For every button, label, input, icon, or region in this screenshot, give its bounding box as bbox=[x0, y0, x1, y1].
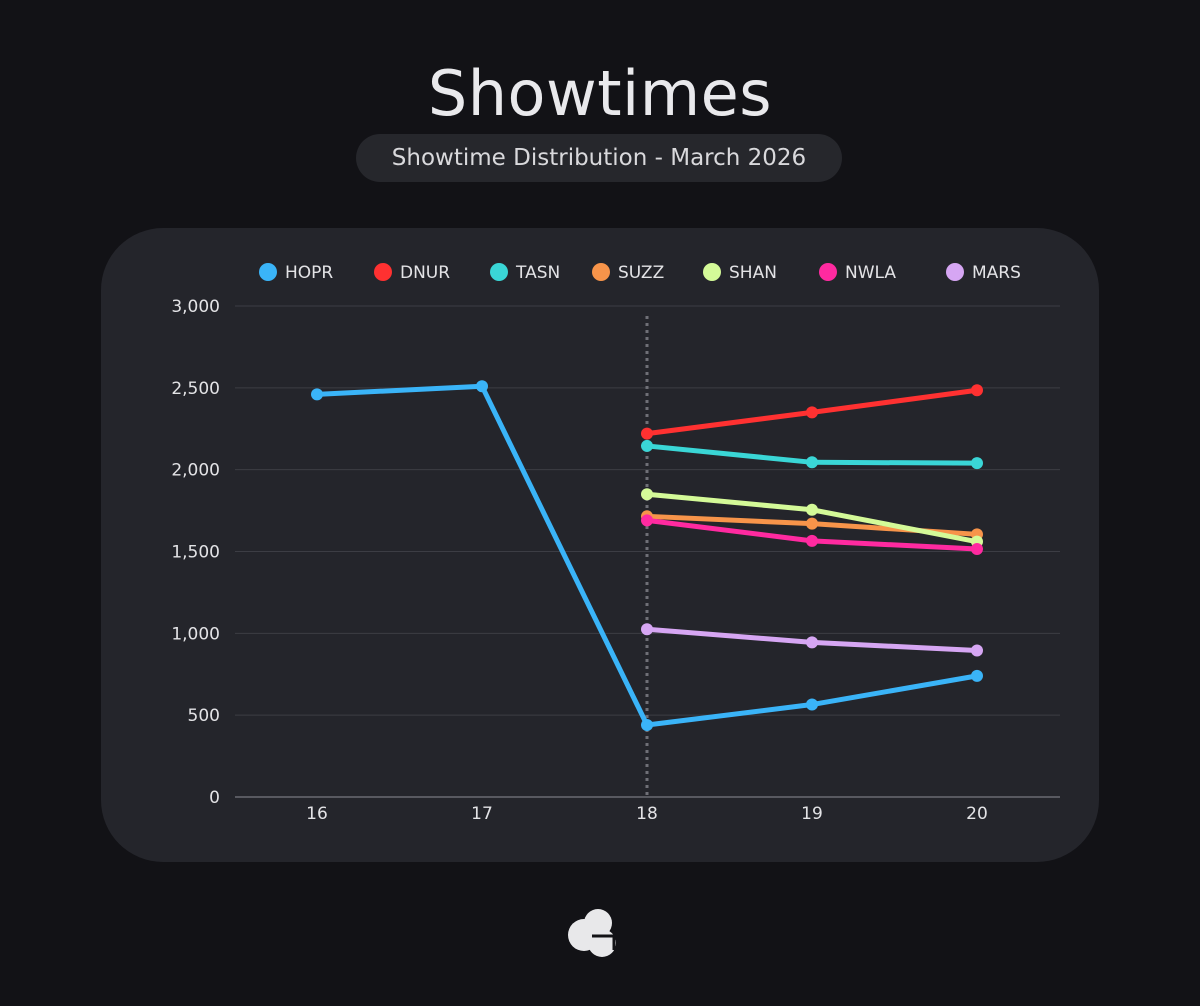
legend-swatch-dnur[interactable] bbox=[374, 263, 392, 281]
data-point-hopr bbox=[641, 718, 653, 731]
data-point-tasn bbox=[641, 439, 653, 452]
x-tick-label: 16 bbox=[306, 804, 328, 824]
y-tick-label: 3,000 bbox=[171, 297, 220, 317]
y-tick-label: 0 bbox=[209, 788, 220, 808]
legend-label-shan[interactable]: SHAN bbox=[729, 263, 777, 283]
x-tick-label: 20 bbox=[966, 804, 988, 824]
data-point-dnur bbox=[806, 406, 818, 419]
data-point-shan bbox=[806, 503, 818, 516]
chart-card: 0 500 1,000 1,500 2,000 2,500 3,000 16 17 18 19 20 H… bbox=[101, 228, 1099, 862]
data-point-hopr bbox=[806, 698, 818, 711]
y-tick-label: 1,500 bbox=[171, 543, 220, 563]
chart-title: Showtimes bbox=[427, 57, 773, 130]
data-point-nwla bbox=[971, 543, 983, 556]
y-tick-label: 1,000 bbox=[171, 624, 220, 644]
data-point-tasn bbox=[806, 456, 818, 469]
y-tick-label: 2,000 bbox=[171, 461, 220, 481]
data-point-mars bbox=[971, 644, 983, 657]
legend-label-nwla[interactable]: NWLA bbox=[845, 263, 896, 283]
data-point-hopr bbox=[971, 669, 983, 682]
line-chart: 0 500 1,000 1,500 2,000 2,500 3,000 16 17 18 19 20 H… bbox=[171, 263, 1060, 824]
data-point-tasn bbox=[971, 457, 983, 470]
data-point-hopr bbox=[476, 380, 488, 393]
legend-swatch-mars[interactable] bbox=[946, 263, 964, 281]
legend-label-tasn[interactable]: TASN bbox=[515, 263, 560, 283]
y-tick-label: 2,500 bbox=[171, 379, 220, 399]
x-tick-label: 19 bbox=[801, 804, 823, 824]
legend-swatch-tasn[interactable] bbox=[490, 263, 508, 281]
data-point-suzz bbox=[806, 517, 818, 530]
data-point-dnur bbox=[641, 427, 653, 440]
legend-label-mars[interactable]: MARS bbox=[972, 263, 1021, 283]
data-point-mars bbox=[641, 623, 653, 636]
cloud-logo-icon bbox=[568, 909, 616, 957]
data-point-nwla bbox=[806, 534, 818, 547]
x-tick-label: 18 bbox=[636, 804, 658, 824]
data-point-mars bbox=[806, 636, 818, 649]
data-point-shan bbox=[641, 488, 653, 501]
legend-swatch-suzz[interactable] bbox=[592, 263, 610, 281]
data-point-dnur bbox=[971, 384, 983, 397]
x-tick-label: 17 bbox=[471, 804, 493, 824]
chart-subtitle: Showtime Distribution - March 2026 bbox=[356, 134, 842, 182]
legend-label-hopr[interactable]: HOPR bbox=[285, 263, 333, 283]
y-tick-label: 500 bbox=[188, 706, 220, 726]
legend-label-suzz[interactable]: SUZZ bbox=[618, 263, 664, 283]
legend-swatch-hopr[interactable] bbox=[259, 263, 277, 281]
data-point-hopr bbox=[311, 388, 323, 401]
legend-label-dnur[interactable]: DNUR bbox=[400, 263, 450, 283]
legend-swatch-nwla[interactable] bbox=[819, 263, 837, 281]
data-point-nwla bbox=[641, 514, 653, 527]
legend-swatch-shan[interactable] bbox=[703, 263, 721, 281]
